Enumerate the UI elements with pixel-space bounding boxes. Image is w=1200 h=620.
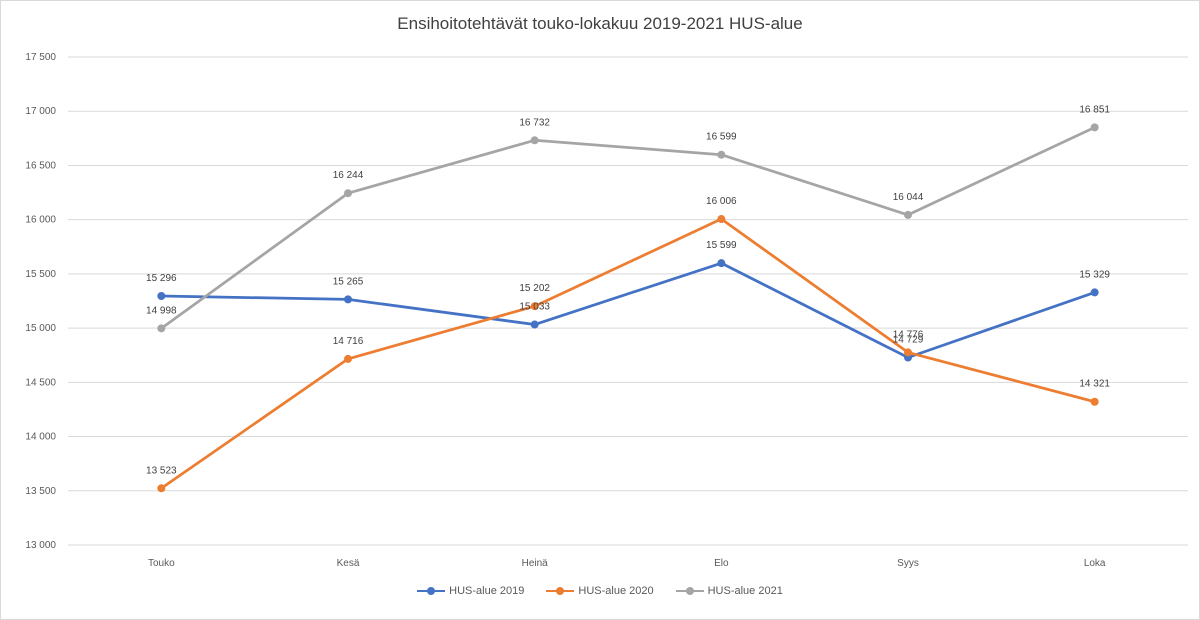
y-tick-label: 13 000 bbox=[25, 540, 56, 551]
y-tick-label: 13 500 bbox=[25, 486, 56, 497]
x-tick-label: Kesä bbox=[337, 558, 360, 569]
data-label: 16 732 bbox=[519, 117, 550, 128]
y-tick-label: 17 000 bbox=[25, 106, 56, 117]
y-tick-label: 15 000 bbox=[25, 323, 56, 334]
chart-title: Ensihoitotehtävät touko-lokakuu 2019-202… bbox=[397, 14, 803, 33]
data-label: 16 851 bbox=[1079, 104, 1110, 115]
data-point bbox=[157, 292, 166, 301]
legend-item: HUS-alue 2019 bbox=[417, 584, 524, 598]
data-label: 14 776 bbox=[893, 329, 924, 340]
y-tick-label: 15 500 bbox=[25, 269, 56, 280]
data-label: 14 998 bbox=[146, 305, 177, 316]
data-point bbox=[717, 259, 726, 268]
legend-label: HUS-alue 2019 bbox=[449, 585, 525, 597]
y-tick-label: 17 500 bbox=[25, 52, 56, 63]
data-point bbox=[344, 189, 352, 198]
data-point bbox=[344, 295, 352, 304]
y-tick-label: 16 000 bbox=[25, 215, 56, 226]
data-point bbox=[904, 348, 912, 357]
legend-marker bbox=[685, 587, 694, 595]
data-point bbox=[530, 320, 539, 329]
legend-marker bbox=[556, 587, 565, 595]
data-point bbox=[904, 210, 912, 219]
data-label: 16 599 bbox=[706, 132, 737, 143]
data-point bbox=[1090, 288, 1099, 297]
legend-swatch bbox=[546, 584, 575, 598]
legend-label: HUS-alue 2021 bbox=[707, 585, 783, 597]
legend-item: HUS-alue 2020 bbox=[546, 584, 654, 598]
legend-swatch bbox=[417, 584, 446, 598]
x-tick-label: Elo bbox=[714, 558, 729, 569]
x-tick-label: Heinä bbox=[522, 558, 549, 569]
data-label: 13 523 bbox=[146, 465, 177, 476]
data-label: 16 006 bbox=[706, 196, 737, 207]
data-point bbox=[717, 150, 726, 159]
data-label: 14 716 bbox=[333, 336, 364, 347]
data-label: 16 244 bbox=[333, 170, 364, 181]
y-tick-label: 14 500 bbox=[25, 377, 56, 388]
data-label: 15 202 bbox=[519, 283, 550, 294]
data-point bbox=[530, 136, 539, 145]
legend-swatch bbox=[675, 584, 704, 598]
data-point bbox=[717, 215, 726, 224]
chart-legend: HUS-alue 2019 HUS-alue 2020 HUS-alue 2021 bbox=[0, 584, 1200, 598]
series-line-2 bbox=[159, 217, 1097, 490]
y-tick-label: 16 500 bbox=[25, 160, 56, 171]
data-label: 15 033 bbox=[519, 302, 550, 313]
data-label: 14 321 bbox=[1079, 379, 1110, 390]
legend-marker bbox=[427, 587, 436, 595]
x-tick-label: Touko bbox=[148, 558, 175, 569]
x-tick-label: Syys bbox=[897, 558, 919, 569]
series-line-1 bbox=[159, 261, 1097, 359]
series-line-3 bbox=[159, 126, 1097, 330]
data-point bbox=[1090, 397, 1099, 406]
legend-item: HUS-alue 2021 bbox=[675, 584, 783, 598]
data-label: 16 044 bbox=[893, 192, 924, 203]
legend-label: HUS-alue 2020 bbox=[578, 585, 654, 597]
data-label: 14 729 bbox=[893, 334, 924, 345]
data-point bbox=[344, 354, 352, 363]
data-point bbox=[157, 324, 166, 333]
data-label: 15 329 bbox=[1079, 269, 1110, 280]
data-label: 15 265 bbox=[333, 276, 364, 287]
data-label: 15 296 bbox=[146, 273, 177, 284]
data-point bbox=[530, 302, 539, 311]
data-label: 15 599 bbox=[706, 240, 737, 251]
y-tick-label: 14 000 bbox=[25, 432, 56, 443]
data-point bbox=[1090, 123, 1099, 132]
x-tick-label: Loka bbox=[1084, 558, 1106, 569]
data-point bbox=[157, 484, 166, 493]
